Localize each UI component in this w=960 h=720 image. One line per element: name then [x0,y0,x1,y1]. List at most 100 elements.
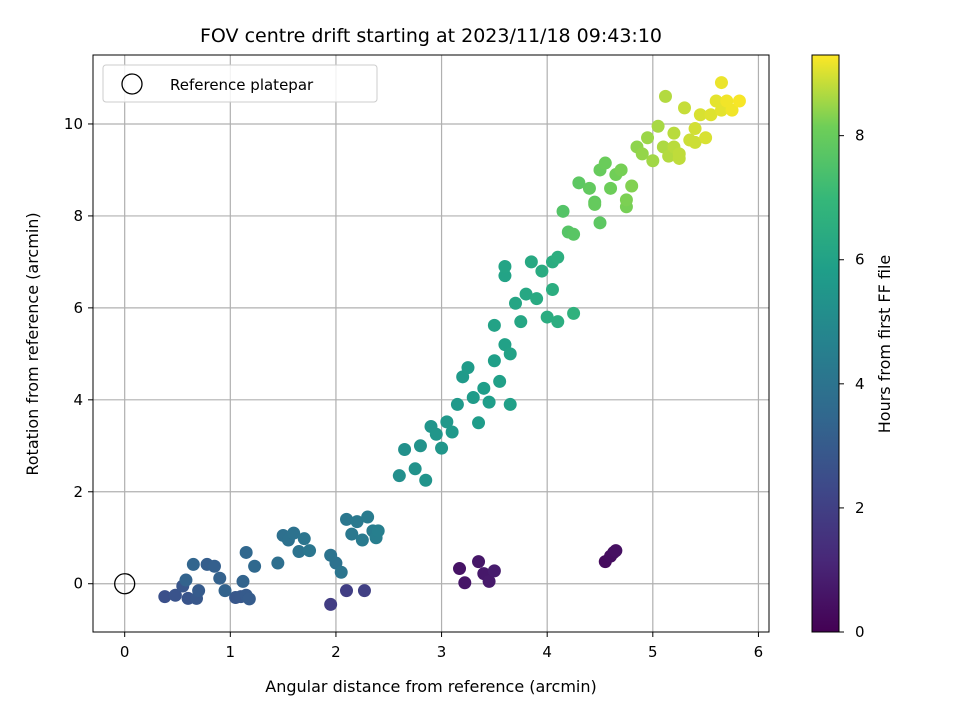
data-point [498,259,512,273]
data-point [688,122,702,136]
data-point [619,193,633,207]
data-point [604,181,618,195]
data-point [556,204,570,218]
data-point [493,374,507,388]
data-point [292,545,306,559]
data-point [658,89,672,103]
data-point [688,135,702,149]
data-point [429,427,443,441]
colorbar-ticks: 0 2 4 6 8 [839,127,865,641]
data-point [158,590,172,604]
legend: Reference platepar [102,64,378,103]
x-tick-label: 0 [120,643,130,661]
data-point [357,584,371,598]
data-point [345,527,359,541]
x-axis-label: Angular distance from reference (arcmin) [265,677,596,696]
data-point [732,94,746,108]
data-point [693,108,707,122]
data-point [482,395,496,409]
data-point [572,176,586,190]
data-point [361,510,375,524]
data-point [551,315,565,329]
data-point [350,515,364,529]
x-tick-label: 1 [226,643,236,661]
data-point [635,147,649,161]
data-point [646,154,660,168]
chart-title: FOV centre drift starting at 2023/11/18 … [200,25,662,47]
data-point [477,381,491,395]
data-point [704,108,718,122]
x-tick-label: 2 [331,643,341,661]
data-point [453,562,467,576]
x-tick-label: 5 [648,643,658,661]
data-point [324,548,338,562]
data-point [186,557,200,571]
data-point [699,131,713,145]
x-tick-label: 3 [437,643,447,661]
data-point [242,592,256,606]
data-point [641,131,655,145]
data-point [450,397,464,411]
data-point [535,264,549,278]
data-point [593,216,607,230]
y-tick-label: 4 [73,391,83,409]
reference-point-marker [114,573,136,595]
data-point [340,584,353,598]
data-point [667,126,681,140]
legend-label: Reference platepar [170,76,314,94]
data-point [287,526,301,540]
data-point [651,119,665,133]
x-tick-label: 4 [542,643,552,661]
data-point [519,287,533,301]
colorbar-gradient [811,54,840,633]
x-axis-ticks: 0 1 2 3 4 5 6 [120,632,763,661]
data-point [598,156,612,170]
y-tick-label: 8 [73,207,83,225]
data-point [487,354,501,368]
data-point [503,347,517,361]
data-point [179,573,193,587]
y-tick-label: 10 [64,115,83,133]
data-point [408,462,422,476]
colorbar-tick-label: 0 [855,623,865,641]
data-point [458,576,472,590]
data-point [472,555,486,569]
data-point [503,397,517,411]
data-point [236,574,250,588]
data-point [530,292,544,306]
data-point [334,565,348,579]
data-point [440,415,454,429]
data-point [509,296,522,310]
data-point [551,250,565,264]
data-point [239,545,253,559]
data-point [340,512,353,526]
plot-frame [92,54,770,633]
data-point [371,524,385,538]
data-point [324,597,338,611]
data-point [714,76,728,90]
data-point [588,197,602,211]
y-tick-label: 0 [73,575,83,593]
data-point [567,306,581,320]
data-point [567,227,581,241]
data-point [355,533,369,547]
data-point [678,101,691,115]
data-point [498,269,512,283]
x-tick-label: 6 [754,643,764,661]
data-point [445,425,459,439]
data-point [540,310,554,324]
data-point [213,571,227,585]
data-point [168,588,182,602]
colorbar-label: Hours from first FF file [875,255,894,434]
data-point [435,441,449,455]
data-point [419,473,433,487]
colorbar-tick-label: 4 [855,375,865,393]
data-point [297,532,311,546]
y-tick-label: 6 [73,299,83,317]
data-point [482,574,496,588]
data-point [248,559,262,573]
data-point [472,416,486,430]
legend-marker-icon [121,73,143,95]
data-point [487,318,501,332]
